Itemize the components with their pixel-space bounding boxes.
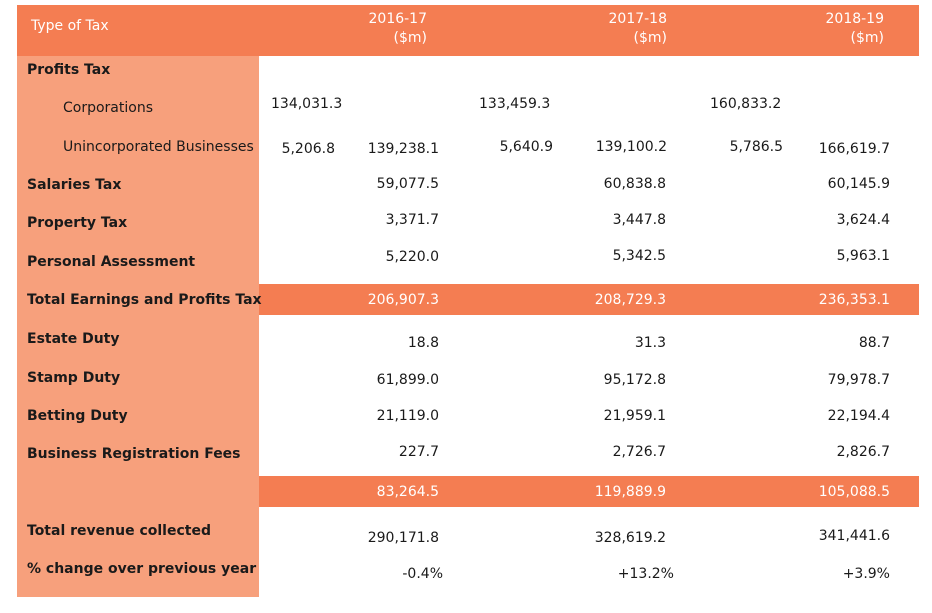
- year-header-2017-18: 2017-18 ($m): [537, 10, 668, 48]
- row-label-personal-assessment: Personal Assessment: [27, 254, 196, 270]
- row-label-pct-change: % change over previous year: [27, 561, 257, 577]
- unit-label: ($m): [393, 30, 427, 46]
- row-label-business-registration-fees: Business Registration Fees: [27, 446, 241, 462]
- total-revenue-2018-19: 341,441.6: [818, 528, 890, 544]
- row-label-property-tax: Property Tax: [27, 215, 128, 231]
- subtotal-2018-19: 105,088.5: [818, 484, 890, 500]
- year-header-2018-19: 2018-19 ($m): [754, 10, 885, 48]
- total-earnings-2018-19: 236,353.1: [818, 292, 890, 308]
- personal-assessment-2017-18: 5,342.5: [612, 248, 666, 264]
- profits-tax-total-2016-17: 139,238.1: [367, 141, 439, 157]
- unincorporated-2016-17: 5,206.8: [281, 141, 335, 157]
- year-label: 2017-18: [608, 11, 668, 27]
- total-earnings-2016-17: 206,907.3: [367, 292, 439, 308]
- stamp-duty-2016-17: 61,899.0: [376, 372, 439, 388]
- row-label-total-earnings: Total Earnings and Profits Tax: [27, 292, 262, 308]
- subtotal-2017-18: 119,889.9: [594, 484, 666, 500]
- profits-tax-total-2018-19: 166,619.7: [818, 141, 890, 157]
- subtotal-band: [259, 476, 919, 507]
- betting-duty-2017-18: 21,959.1: [603, 408, 666, 424]
- business-reg-2016-17: 227.7: [398, 444, 439, 460]
- corporations-2016-17: 134,031.3: [271, 96, 343, 112]
- year-label: 2016-17: [368, 11, 428, 27]
- betting-duty-2016-17: 21,119.0: [376, 408, 439, 424]
- unincorporated-2018-19: 5,786.5: [729, 139, 783, 155]
- year-header-2016-17: 2016-17 ($m): [297, 10, 428, 48]
- row-label-unincorporated-businesses: Unincorporated Businesses: [63, 139, 254, 155]
- total-revenue-2016-17: 290,171.8: [367, 530, 439, 546]
- row-label-betting-duty: Betting Duty: [27, 408, 128, 424]
- estate-duty-2018-19: 88.7: [858, 335, 890, 351]
- type-of-tax-header: Type of Tax: [31, 18, 109, 34]
- stamp-duty-2017-18: 95,172.8: [603, 372, 666, 388]
- year-label: 2018-19: [825, 11, 885, 27]
- tax-revenue-table: Type of Tax 2016-17 ($m) 2017-18 ($m) 20…: [17, 5, 919, 597]
- total-revenue-2017-18: 328,619.2: [594, 530, 666, 546]
- row-label-profits-tax: Profits Tax: [27, 62, 111, 78]
- salaries-tax-2018-19: 60,145.9: [827, 176, 890, 192]
- personal-assessment-2018-19: 5,963.1: [836, 248, 890, 264]
- salaries-tax-2016-17: 59,077.5: [376, 176, 439, 192]
- row-label-salaries-tax: Salaries Tax: [27, 177, 122, 193]
- total-earnings-2017-18: 208,729.3: [594, 292, 666, 308]
- row-label-estate-duty: Estate Duty: [27, 331, 120, 347]
- pct-change-2017-18: +13.2%: [617, 566, 674, 582]
- profits-tax-total-2017-18: 139,100.2: [595, 139, 667, 155]
- corporations-2017-18: 133,459.3: [479, 96, 551, 112]
- business-reg-2017-18: 2,726.7: [612, 444, 666, 460]
- subtotal-2016-17: 83,264.5: [376, 484, 439, 500]
- stamp-duty-2018-19: 79,978.7: [827, 372, 890, 388]
- corporations-2018-19: 160,833.2: [710, 96, 782, 112]
- unincorporated-2017-18: 5,640.9: [499, 139, 553, 155]
- personal-assessment-2016-17: 5,220.0: [385, 249, 439, 265]
- pct-change-2018-19: +3.9%: [842, 566, 890, 582]
- row-label-total-revenue: Total revenue collected: [27, 523, 211, 539]
- estate-duty-2017-18: 31.3: [634, 335, 666, 351]
- property-tax-2018-19: 3,624.4: [836, 212, 890, 228]
- table-header: [17, 5, 919, 56]
- property-tax-2017-18: 3,447.8: [612, 212, 666, 228]
- unit-label: ($m): [850, 30, 884, 46]
- unit-label: ($m): [633, 30, 667, 46]
- pct-change-2016-17: -0.4%: [402, 566, 443, 582]
- betting-duty-2018-19: 22,194.4: [827, 408, 890, 424]
- property-tax-2016-17: 3,371.7: [385, 212, 439, 228]
- salaries-tax-2017-18: 60,838.8: [603, 176, 666, 192]
- total-earnings-band: [259, 284, 919, 315]
- row-label-corporations: Corporations: [63, 100, 153, 116]
- label-column: [17, 56, 259, 597]
- business-reg-2018-19: 2,826.7: [836, 444, 890, 460]
- row-label-stamp-duty: Stamp Duty: [27, 370, 121, 386]
- estate-duty-2016-17: 18.8: [407, 335, 439, 351]
